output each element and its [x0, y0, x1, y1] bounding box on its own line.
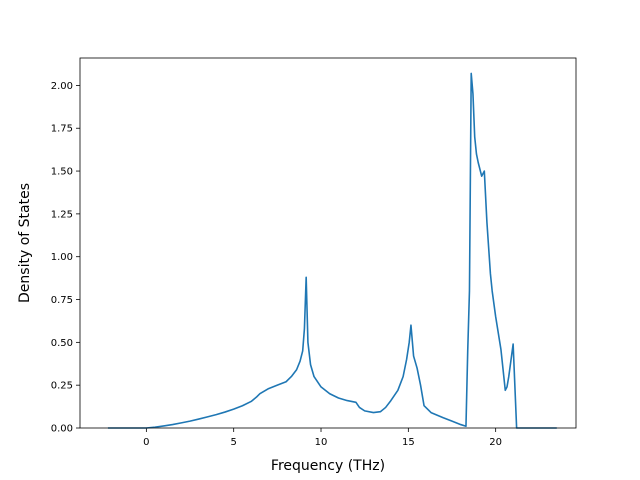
plot-frame — [79, 57, 577, 429]
x-axis-ticks: 0 5 10 15 20 — [143, 428, 502, 448]
y-tick-label: 0.25 — [51, 381, 73, 392]
y-tick-label: 2.00 — [51, 81, 73, 92]
x-tick-label: 20 — [489, 437, 502, 448]
y-tick-label: 1.25 — [51, 209, 73, 220]
y-tick-label: 1.50 — [51, 167, 73, 178]
y-tick-label: 0.50 — [51, 338, 73, 349]
x-tick-label: 10 — [315, 437, 328, 448]
x-tick-label: 15 — [402, 437, 415, 448]
y-tick-label: 1.75 — [51, 124, 73, 135]
y-tick-label: 1.00 — [51, 252, 73, 263]
y-tick-label: 0.75 — [51, 295, 73, 306]
y-axis-ticks: 0.00 0.25 0.50 0.75 1.00 1.25 1.50 1.75 2.00 — [51, 81, 80, 435]
x-axis-title: Frequency (THz) — [271, 458, 385, 474]
y-axis-title: Density of States — [17, 183, 33, 303]
plot-area — [80, 58, 576, 428]
y-tick-label: 0.00 — [51, 424, 73, 435]
x-tick-label: 5 — [231, 437, 237, 448]
dos-series-line — [107, 72, 557, 429]
x-tick-label: 0 — [143, 437, 149, 448]
